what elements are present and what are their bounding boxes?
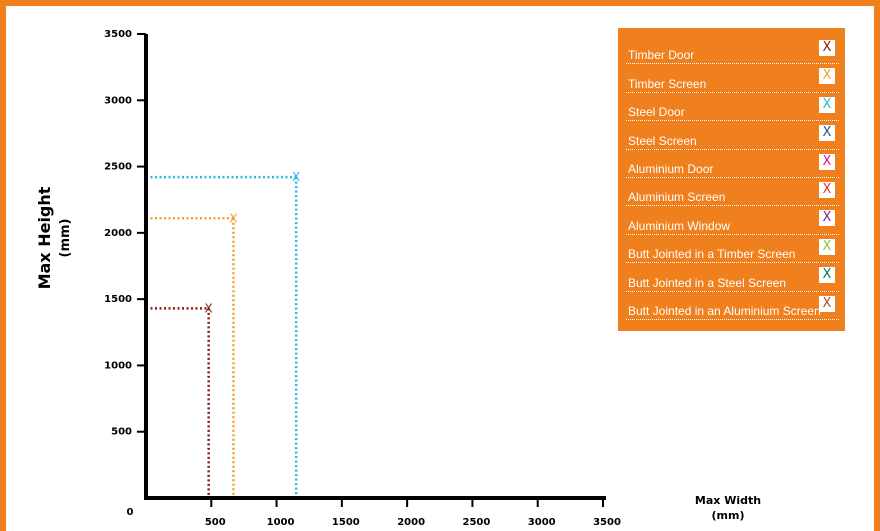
- legend-label: Timber Screen: [628, 76, 707, 91]
- x-tick-label: 500: [205, 517, 226, 528]
- y-tick-label: 500: [111, 427, 132, 438]
- legend-label: Aluminium Door: [628, 161, 714, 176]
- legend-label: Aluminium Window: [628, 218, 731, 233]
- legend-marker-icon: X: [819, 125, 835, 142]
- x-tick-label: 2000: [397, 517, 425, 528]
- y-axis-title-line2: (mm): [58, 219, 73, 258]
- y-tick-label: 3500: [104, 29, 132, 40]
- legend-label: Butt Jointed in an Aluminium Screen: [628, 303, 821, 318]
- x-axis-title-line2: (mm): [712, 509, 745, 522]
- legend-item: Butt Jointed in a Steel Screen X: [626, 263, 839, 292]
- legend-item: Steel Screen X: [626, 121, 839, 150]
- legend-marker-icon: X: [819, 210, 835, 227]
- axes-layer: [144, 34, 606, 500]
- x-axis-title-line1: Max Width: [695, 494, 761, 507]
- x-tick-label: 3500: [593, 517, 621, 528]
- data-point-marker: X: [229, 211, 237, 225]
- legend-label: Steel Door: [628, 105, 685, 120]
- y-tick-label: 3000: [104, 95, 132, 106]
- data-point-marker: X: [205, 301, 213, 315]
- legend-marker-icon: X: [819, 40, 835, 56]
- x-tick-label: 3000: [528, 517, 556, 528]
- x-tick-label: 0: [127, 507, 134, 518]
- legend-marker-icon: X: [819, 153, 835, 170]
- legend: Timber Door X Timber Screen X Steel Door X Ste…: [618, 28, 845, 331]
- legend-item: Butt Jointed in a Timber Screen X: [626, 235, 839, 264]
- legend-marker-icon: X: [819, 68, 835, 85]
- legend-item: Timber Screen X: [626, 64, 839, 93]
- legend-label: Butt Jointed in a Timber Screen: [628, 247, 796, 262]
- y-tick-label: 2000: [104, 228, 132, 239]
- legend-marker-icon: X: [819, 267, 835, 284]
- data-point-marker: X: [292, 170, 300, 184]
- legend-item: Aluminium Door X: [626, 150, 839, 178]
- y-tick-label: 1500: [104, 294, 132, 305]
- legend-item: Steel Door X: [626, 93, 839, 122]
- x-tick-label: 2500: [463, 517, 491, 528]
- chart-svg: 500 1000 1500 2000 2500 3000 3500 0 500 1000 1500 2…: [35, 29, 761, 528]
- legend-marker-icon: X: [819, 295, 835, 312]
- legend-marker-icon: X: [819, 238, 835, 255]
- legend-item: Butt Jointed in an Aluminium Screen X: [626, 292, 839, 320]
- x-tick-label: 1500: [332, 517, 360, 528]
- x-tick-label: 1000: [267, 517, 295, 528]
- ticks-layer: 500 1000 1500 2000 2500 3000 3500 0 500 1000 1500 2…: [104, 29, 621, 528]
- legend-item: Aluminium Screen X: [626, 178, 839, 207]
- legend-label: Butt Jointed in a Steel Screen: [628, 275, 787, 290]
- legend-marker-icon: X: [819, 181, 835, 198]
- legend-label: Timber Door: [628, 48, 695, 63]
- y-tick-label: 2500: [104, 162, 132, 173]
- drop-lines-layer: [146, 175, 298, 498]
- legend-label: Aluminium Screen: [628, 190, 726, 205]
- y-tick-label: 1000: [104, 360, 132, 371]
- legend-item: Aluminium Window X: [626, 206, 839, 235]
- y-axis-title-line1: Max Height: [35, 186, 54, 289]
- legend-marker-icon: X: [819, 96, 835, 113]
- legend-item: Timber Door X: [626, 36, 839, 65]
- legend-label: Steel Screen: [628, 133, 697, 148]
- points-layer: X X X: [205, 170, 301, 315]
